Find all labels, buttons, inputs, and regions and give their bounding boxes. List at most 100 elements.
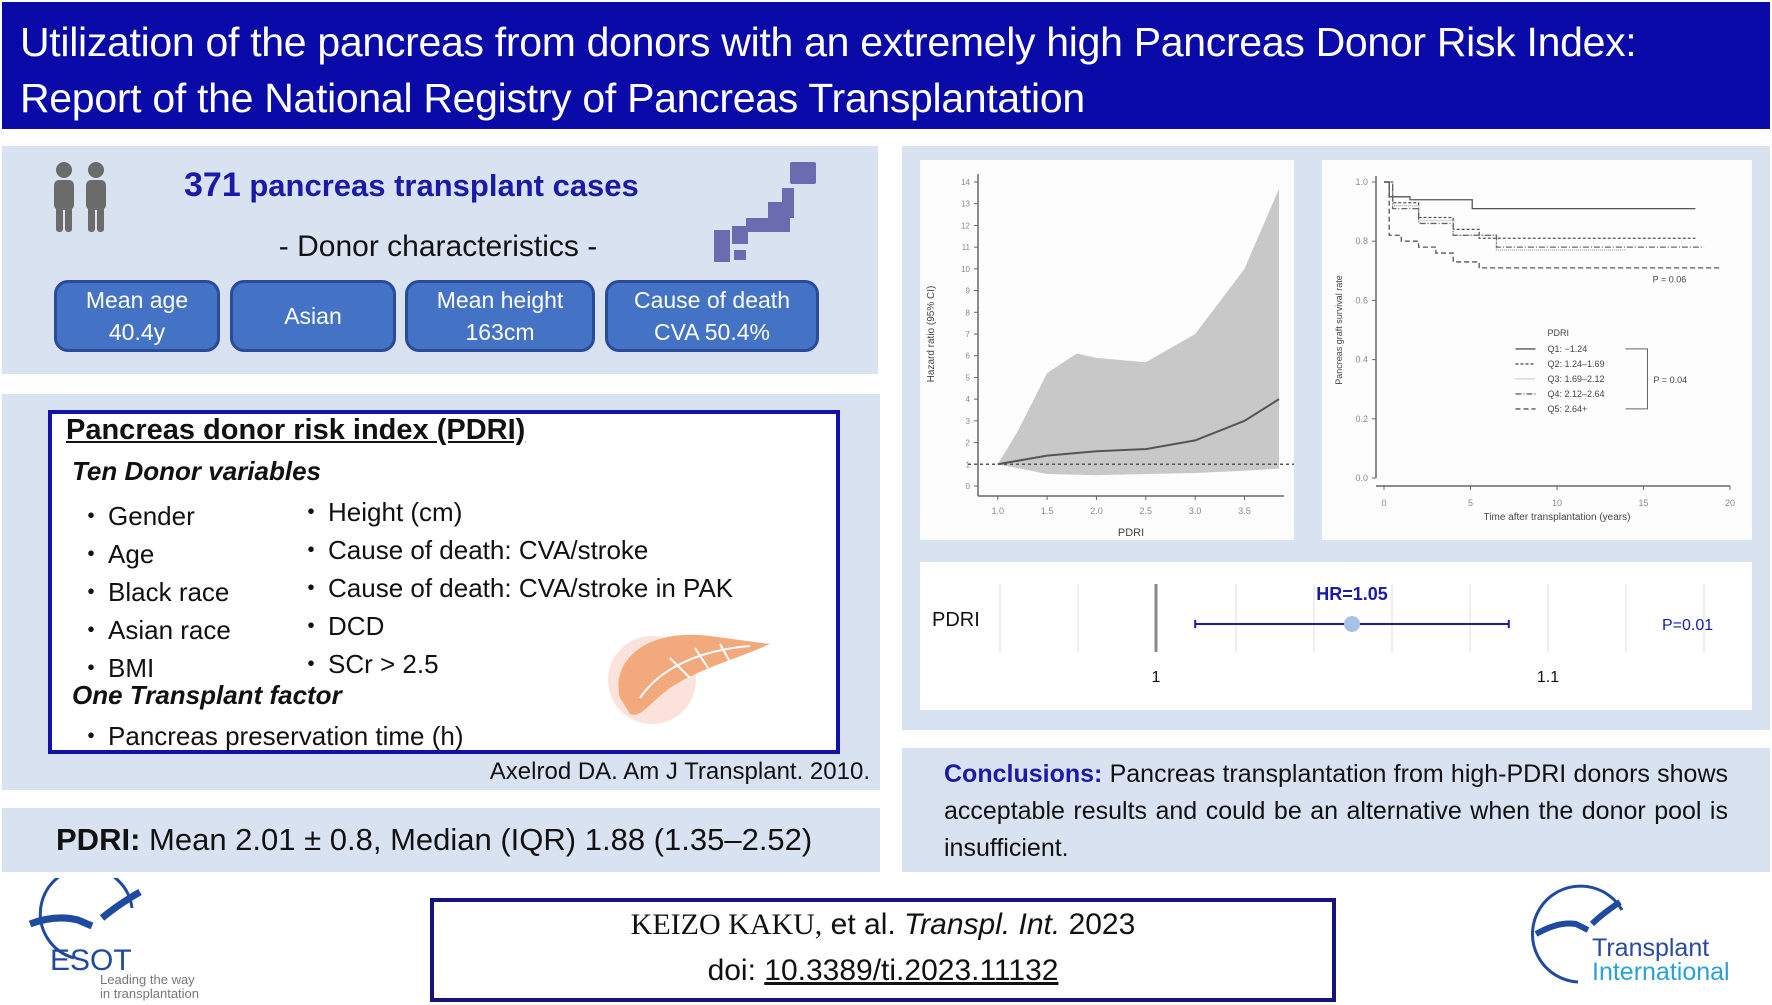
pdri-title: Pancreas donor risk index (PDRI): [66, 414, 526, 446]
y-tick-label: 5: [966, 373, 971, 382]
title-banner: Utilization of the pancreas from donors …: [2, 2, 1770, 129]
x-tick-label: 10: [1552, 498, 1562, 508]
x-tick-label: 2.5: [1140, 506, 1153, 516]
x-tick-label: 20: [1725, 498, 1735, 508]
esot-tagline-2: in transplantation: [100, 986, 199, 1001]
variable-item: Black race: [78, 572, 231, 610]
stat-mean-height: Mean height 163cm: [405, 280, 595, 352]
survival-curve: [1384, 181, 1627, 251]
hr-label: HR=1.05: [1316, 584, 1388, 604]
donor-characteristics-heading: - Donor characteristics -: [278, 230, 598, 263]
esot-logo-icon: ESOT Leading the way in transplantation: [28, 878, 199, 1001]
y-tick-label: 12: [961, 221, 970, 230]
esot-tagline-1: Leading the way: [100, 972, 195, 987]
transplant-international-logo-icon: Transplant International: [1530, 884, 1730, 986]
y-tick-label: 1.0: [1355, 177, 1368, 187]
stat-label: Mean age: [85, 287, 189, 313]
pdri-summary-bar: PDRI: Mean 2.01 ± 0.8, Median (IQR) 1.88…: [2, 808, 880, 872]
conclusions-panel: Conclusions: Pancreas transplantation fr…: [902, 748, 1770, 872]
ref-journal: Transpl. Int.: [904, 908, 1061, 941]
y-tick-label: 13: [961, 200, 970, 209]
x-tick-label: 1.0: [991, 506, 1004, 516]
pdri-citation: Axelrod DA. Am J Transplant. 2010.: [489, 758, 870, 785]
transplant-factor-heading: One Transplant factor: [72, 680, 342, 710]
right-variable-list: Height (cm) Cause of death: CVA/stroke C…: [298, 492, 733, 682]
stat-value: CVA 50.4%: [654, 319, 770, 345]
variable-item: Age: [78, 534, 231, 572]
hr-point: [1344, 616, 1360, 632]
stat-asian: Asian: [230, 280, 396, 352]
y-tick-label: 7: [966, 330, 971, 339]
ti-line-2: International: [1592, 958, 1730, 986]
pdri-stat-label: PDRI:: [56, 822, 141, 857]
y-tick-label: 2: [966, 439, 971, 448]
variable-item: BMI: [78, 648, 231, 686]
y-tick-label: 8: [966, 308, 971, 317]
x-tick-label: 1.1: [1537, 669, 1559, 686]
conclusions-label: Conclusions:: [944, 760, 1103, 788]
stat-cause-of-death: Cause of death CVA 50.4%: [605, 280, 819, 352]
y-tick-label: 6: [966, 352, 971, 361]
donor-variables-heading: Ten Donor variables: [72, 456, 321, 486]
y-tick-label: 9: [966, 287, 971, 296]
y-axis-label: Hazard ratio (95% CI): [926, 286, 937, 383]
ref-year: 2023: [1068, 908, 1136, 941]
stat-value: 163cm: [465, 319, 535, 345]
ci-band: [997, 188, 1280, 476]
variable-item: Asian race: [78, 610, 231, 648]
x-axis-label: PDRI: [1118, 527, 1144, 539]
case-count: 371: [184, 166, 241, 204]
variable-item: Cause of death: CVA/stroke in PAK: [298, 568, 733, 606]
x-tick-label: 1.5: [1041, 506, 1054, 516]
y-tick-label: 0.0: [1355, 473, 1368, 483]
y-tick-label: 0.2: [1355, 414, 1368, 424]
variable-item: Height (cm): [298, 492, 733, 530]
stat-label: Cause of death: [633, 287, 790, 313]
p-value-label: P=0.01: [1662, 617, 1713, 634]
y-tick-label: 10: [961, 265, 970, 274]
pdri-stat-text: Mean 2.01 ± 0.8, Median (IQR) 1.88 (1.35…: [149, 822, 813, 857]
survival-curve: [1384, 181, 1722, 269]
survival-curve: [1384, 181, 1696, 210]
ti-line-1: Transplant: [1592, 934, 1709, 962]
legend-bracket: [1625, 348, 1648, 410]
legend-label: Q3: 1.69–2.12: [1547, 374, 1604, 384]
x-tick-label: 15: [1638, 498, 1648, 508]
survival-curve: [1384, 181, 1696, 239]
y-tick-label: 14: [961, 178, 970, 187]
case-count-heading: 371 pancreas transplant cases: [184, 166, 639, 205]
variable-item: Cause of death: CVA/stroke: [298, 530, 733, 568]
y-tick-label: 0.6: [1355, 295, 1368, 305]
stat-value: 40.4y: [108, 319, 166, 345]
left-variable-list: Gender Age Black race Asian race BMI: [78, 496, 231, 686]
x-tick-label: 3.5: [1238, 506, 1251, 516]
doi-link[interactable]: 10.3389/ti.2023.11132: [764, 954, 1059, 987]
legend-label: Q4: 2.12–2.64: [1547, 389, 1604, 399]
y-tick-label: 3: [966, 417, 971, 426]
y-tick-label: 1: [966, 460, 971, 469]
legend-label: Q1: −1.24: [1547, 344, 1587, 354]
survival-chart: 0.0 0.2 0.4 0.6 0.8 1.0 0 5 10 15 20 Time after tra…: [1334, 176, 1735, 523]
y-tick-label: 0.4: [1355, 355, 1368, 365]
survival-curve: [1384, 181, 1705, 248]
stat-mean-age: Mean age 40.4y: [54, 280, 220, 352]
ref-etal: et al.: [830, 908, 896, 941]
survival-chart-card: 0.0 0.2 0.4 0.6 0.8 1.0 0 5 10 15 20 Time after tra…: [1322, 160, 1752, 540]
stat-label: Asian: [284, 303, 342, 329]
legend-title: PDRI: [1547, 328, 1569, 338]
hazard-ratio-chart-card: 0 1 2 3 4 5 6 7 8 9 10 11 12 13 14 1.0 1.5 2.0 2.5 3.0 3.5 PD…: [920, 160, 1294, 540]
y-tick-label: 4: [966, 395, 971, 404]
stat-label: Mean height: [436, 287, 564, 313]
hr-line: [997, 398, 1280, 466]
variable-item: SCr > 2.5: [298, 644, 733, 682]
y-tick-label: 0.8: [1355, 236, 1368, 246]
legend-label: Q5: 2.64+: [1547, 404, 1587, 414]
esot-name: ESOT: [50, 944, 132, 977]
transplant-factor-item: Pancreas preservation time (h): [78, 716, 463, 753]
x-tick-label: 1: [1152, 669, 1161, 686]
ref-doi-label: doi:: [707, 954, 756, 987]
people-icon: [54, 162, 106, 232]
x-tick-label: 5: [1468, 498, 1473, 508]
y-tick-label: 11: [962, 243, 971, 252]
